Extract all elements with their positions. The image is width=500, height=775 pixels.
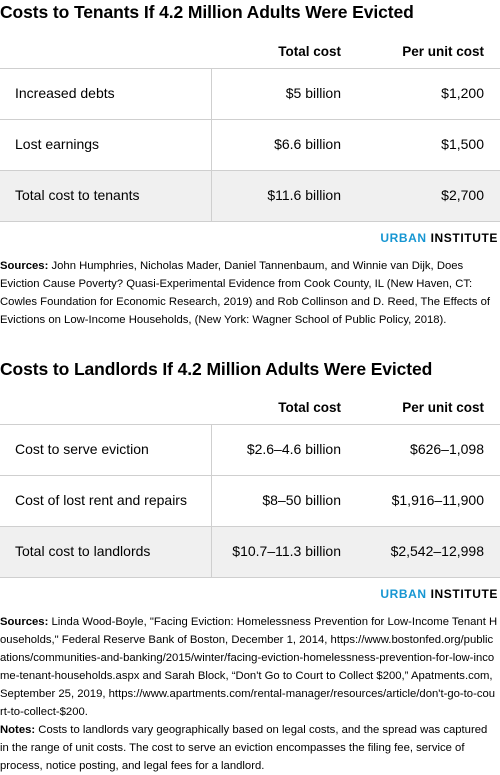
landlords-sources: Sources: Linda Wood-Boyle, "Facing Evict… [0,613,498,721]
table-row-total: Total cost to tenants $11.6 billion $2,7… [0,171,500,222]
row-per-unit-cost: $1,500 [441,136,484,152]
row-label: Lost earnings [15,136,100,152]
header-total-cost: Total cost [278,44,341,59]
row-total-cost: $10.7–11.3 billion [232,543,341,559]
logo-institute: INSTITUTE [426,587,498,601]
row-label: Total cost to landlords [15,543,151,559]
logo-institute: INSTITUTE [426,231,498,245]
row-per-unit-cost: $1,200 [441,85,484,101]
row-label: Cost of lost rent and repairs [15,492,187,508]
sources-label: Sources: [0,616,49,628]
landlords-notes-block: Sources: Linda Wood-Boyle, "Facing Evict… [0,613,498,775]
row-total-cost: $11.6 billion [267,187,341,203]
tenants-title: Costs to Tenants If 4.2 Million Adults W… [0,2,414,22]
table-row-total: Total cost to landlords $10.7–11.3 billi… [0,527,500,578]
table-row: Lost earnings $6.6 billion $1,500 [0,120,500,171]
column-divider [211,120,212,170]
sources-text: Linda Wood-Boyle, "Facing Eviction: Home… [0,616,498,718]
table-header: Total cost Per unit cost [0,44,500,64]
landlords-notes: Notes: Costs to landlords vary geographi… [0,721,498,775]
logo-urban: URBAN [380,587,427,601]
column-divider [211,425,212,475]
row-total-cost: $6.6 billion [274,136,341,152]
row-per-unit-cost: $626–1,098 [410,441,484,457]
row-per-unit-cost: $1,916–11,900 [391,492,484,508]
row-label: Cost to serve eviction [15,441,149,457]
row-total-cost: $8–50 billion [262,492,341,508]
column-divider [211,171,212,221]
header-per-unit-cost: Per unit cost [402,400,484,415]
row-total-cost: $5 billion [285,85,341,101]
table-row: Cost to serve eviction $2.6–4.6 billion … [0,425,500,476]
column-divider [211,527,212,577]
sources-text: John Humphries, Nicholas Mader, Daniel T… [0,260,491,326]
table-header: Total cost Per unit cost [0,400,500,420]
urban-institute-logo: URBAN INSTITUTE [380,587,498,601]
tenants-table: Total cost Per unit cost Increased debts… [0,44,500,222]
logo-urban: URBAN [380,231,427,245]
row-total-cost: $2.6–4.6 billion [246,441,341,457]
table-row: Cost of lost rent and repairs $8–50 bill… [0,476,500,527]
notes-label: Notes: [0,724,36,736]
header-rule [0,424,500,425]
notes-text: Costs to landlords vary geographically b… [0,724,488,772]
column-divider [211,69,212,119]
table-row: Increased debts $5 billion $1,200 [0,69,500,120]
row-label: Increased debts [15,85,115,101]
landlords-table: Total cost Per unit cost Cost to serve e… [0,400,500,578]
tenants-sources: Sources: John Humphries, Nicholas Mader,… [0,257,498,329]
row-label: Total cost to tenants [15,187,140,203]
urban-institute-logo: URBAN INSTITUTE [380,231,498,245]
sources-label: Sources: [0,260,49,272]
landlords-title: Costs to Landlords If 4.2 Million Adults… [0,359,433,379]
row-per-unit-cost: $2,700 [441,187,484,203]
header-per-unit-cost: Per unit cost [402,44,484,59]
header-total-cost: Total cost [278,400,341,415]
column-divider [211,476,212,526]
row-per-unit-cost: $2,542–12,998 [390,543,484,559]
header-rule [0,68,500,69]
